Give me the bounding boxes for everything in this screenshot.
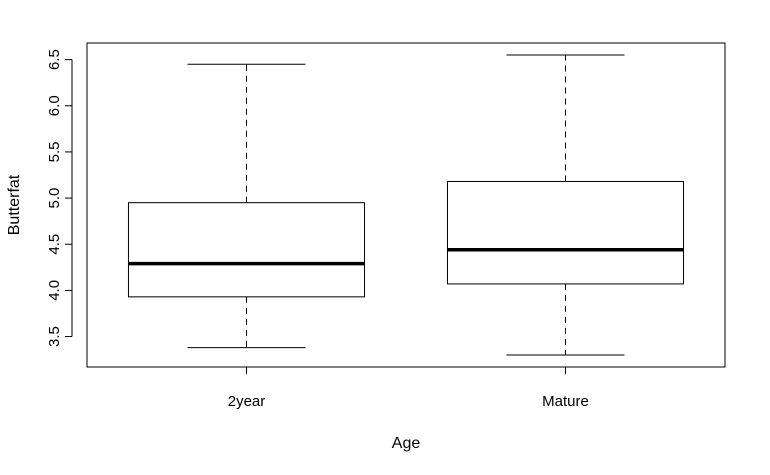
iqr-box [446, 180, 685, 285]
boxes [127, 54, 685, 356]
x-axis: 2year Mature [228, 366, 589, 410]
y-tick-label: 4.5 [46, 234, 63, 255]
x-tick-label: 2year [228, 393, 266, 410]
box-mature [446, 54, 685, 356]
iqr-box [127, 202, 366, 298]
x-axis-title: Age [392, 435, 421, 452]
y-axis-title: Butterfat [6, 174, 23, 235]
y-tick-label: 5.5 [46, 141, 63, 162]
y-axis: 3.5 4.0 4.5 5.0 5.5 6.0 6.5 [46, 49, 73, 347]
y-tick-label: 5.0 [46, 188, 63, 209]
y-tick-label: 6.5 [46, 49, 63, 70]
box-2year [127, 63, 366, 349]
x-tick-label: Mature [542, 393, 589, 410]
y-tick-label: 4.0 [46, 280, 63, 301]
y-tick-label: 6.0 [46, 95, 63, 116]
y-tick-label: 3.5 [46, 326, 63, 347]
